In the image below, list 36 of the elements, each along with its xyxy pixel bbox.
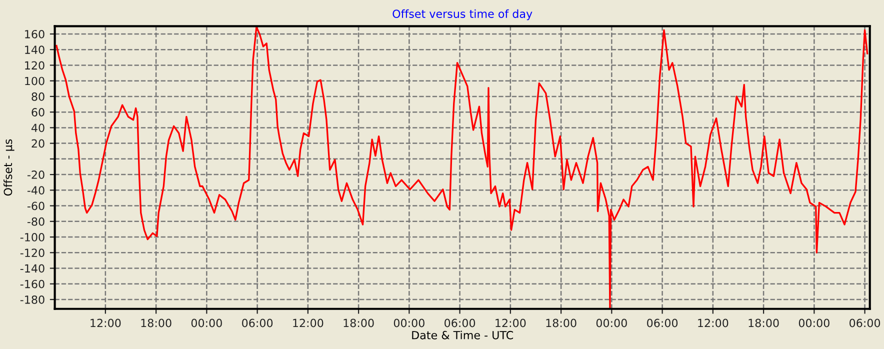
- y-tick-label: 40: [31, 124, 44, 132]
- x-tick-label: 18:00: [344, 318, 374, 328]
- y-tick-label: -140: [20, 264, 44, 273]
- x-tick-label: 12:00: [496, 318, 526, 328]
- chart-title: Offset versus time of day: [392, 9, 532, 20]
- x-tick-label: 06:00: [850, 318, 880, 328]
- x-tick-label: 00:00: [798, 318, 830, 328]
- x-tick-label: 06:00: [444, 318, 476, 328]
- y-tick-label: 80: [32, 92, 44, 101]
- y-tick-label: -40: [27, 186, 44, 195]
- y-tick-label: 100: [25, 76, 44, 86]
- y-tick-label: 20: [32, 139, 44, 148]
- y-tick-label: -160: [20, 280, 44, 288]
- y-tick-label: -100: [20, 232, 44, 242]
- x-tick-label: 00:00: [394, 318, 424, 328]
- x-tick-label: 00:00: [596, 318, 627, 328]
- x-tick-label: 06:00: [647, 318, 678, 328]
- y-tick-label: 120: [25, 61, 44, 70]
- x-tick-label: 18:00: [546, 318, 576, 328]
- y-tick-label: -60: [27, 202, 44, 210]
- y-tick-label: 60: [32, 108, 44, 116]
- y-tick-label: 160: [25, 30, 44, 38]
- x-tick-label: 18:00: [748, 318, 779, 328]
- y-tick-label: -120: [20, 248, 44, 258]
- x-tick-label: 06:00: [242, 318, 273, 328]
- y-tick-label: 140: [25, 46, 44, 54]
- x-tick-label: 18:00: [141, 318, 172, 328]
- x-tick-label: 12:00: [90, 318, 121, 328]
- y-axis-title: Offset - µs: [4, 139, 14, 196]
- x-tick-label: 12:00: [698, 318, 728, 328]
- y-tick-label: -20: [27, 170, 44, 179]
- x-tick-label: 00:00: [191, 318, 222, 328]
- y-tick-label: -80: [27, 217, 44, 226]
- x-axis-title: Date & Time - UTC: [412, 330, 514, 340]
- y-tick-label: -180: [20, 295, 44, 304]
- x-tick-label: 12:00: [293, 318, 324, 328]
